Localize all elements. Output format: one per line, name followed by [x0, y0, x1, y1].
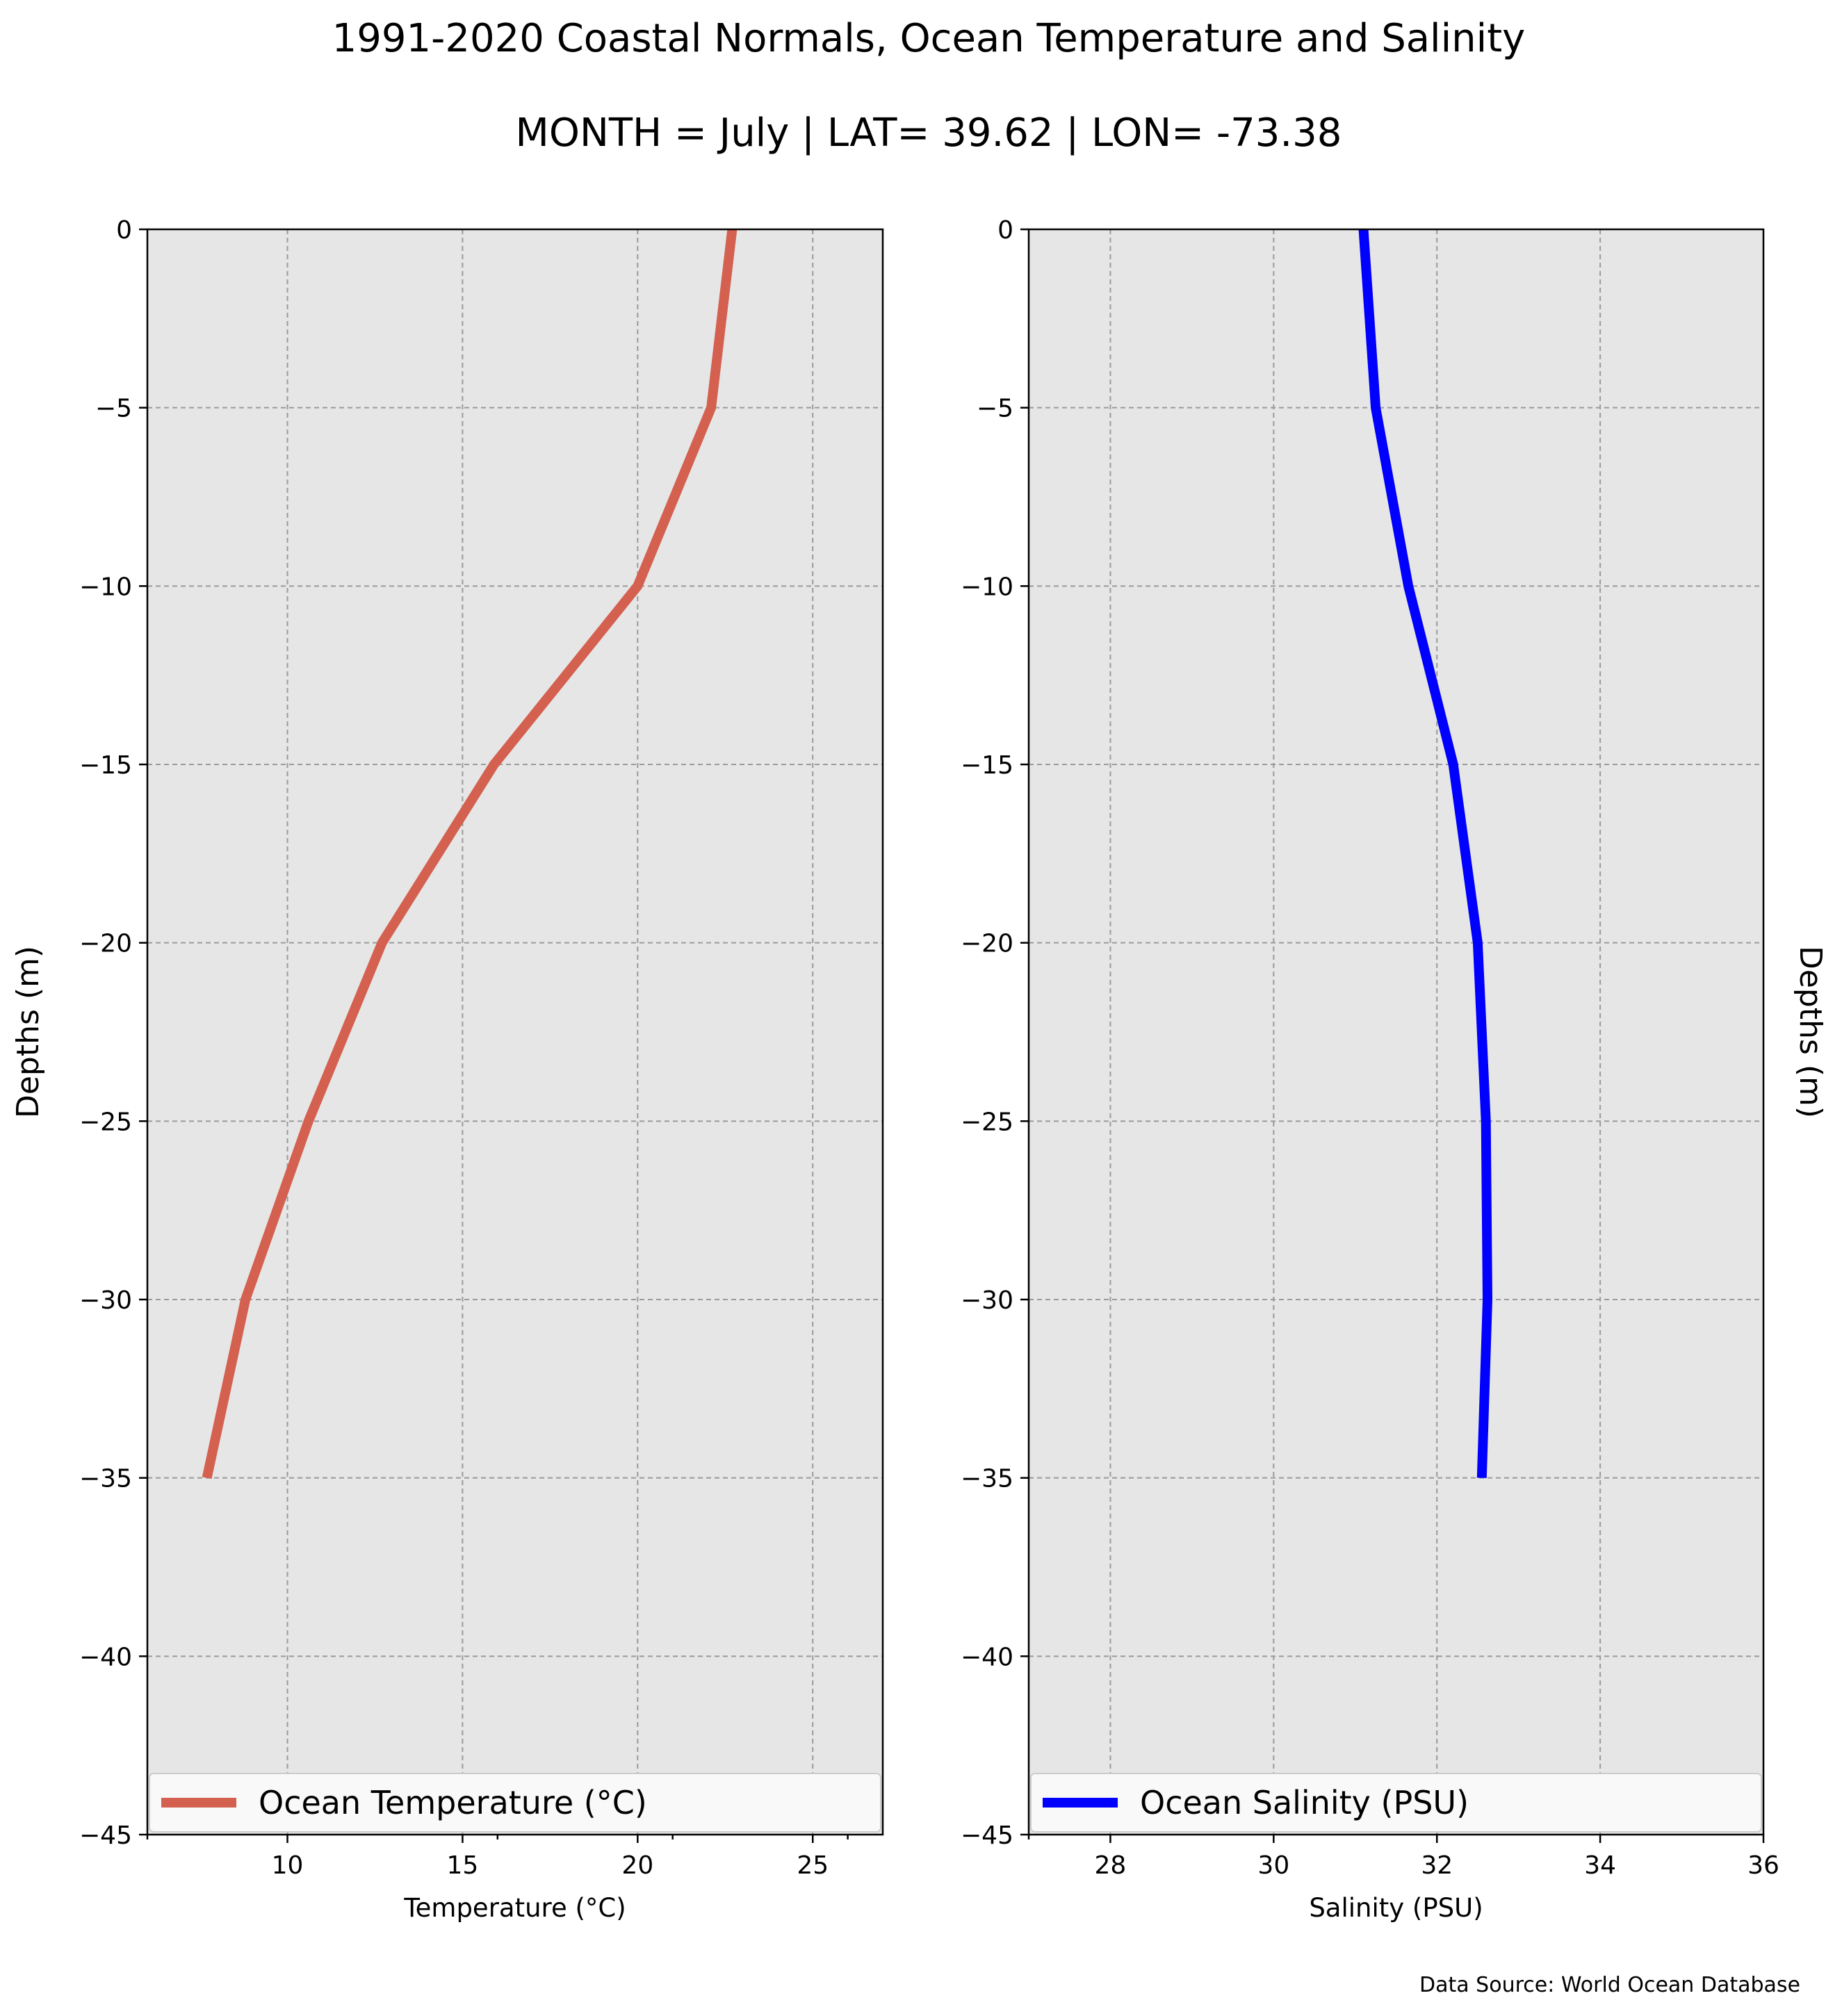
legend-box: [149, 1773, 881, 1833]
y-tick-label: −15: [961, 751, 1013, 780]
x-tick-label: 30: [1257, 1851, 1289, 1880]
x-tick-label: 34: [1584, 1851, 1616, 1880]
salinity-line: [1358, 229, 1493, 1478]
y-tick-label: −40: [79, 1643, 132, 1671]
y-tick-label: −25: [79, 1108, 132, 1136]
x-tick-label: 36: [1747, 1851, 1779, 1880]
y-tick-label: −20: [79, 930, 132, 958]
y-tick-label: −15: [79, 751, 132, 780]
y-tick-label: −40: [961, 1643, 1013, 1671]
y-tick-label: −45: [961, 1821, 1013, 1850]
plot-background: [147, 229, 883, 1835]
legend-box: [1030, 1773, 1762, 1833]
legend-label: Ocean Temperature (°C): [259, 1784, 647, 1821]
x-tick-label: 32: [1421, 1851, 1453, 1880]
y-tick-label: −30: [961, 1286, 1013, 1315]
x-tick-label: 25: [797, 1851, 829, 1880]
legend-label: Ocean Salinity (PSU): [1140, 1784, 1469, 1821]
figure-title: 1991-2020 Coastal Normals, Ocean Tempera…: [332, 16, 1526, 61]
axes-frame: [146, 228, 884, 1836]
y-tick-label: −35: [79, 1465, 132, 1493]
y-tick-label: 0: [116, 216, 132, 245]
y-tick-label: −35: [961, 1465, 1013, 1493]
temperature-panel: 0 −5 −10 −15 −20 −25 −30 −35 −40 −45 10 15 20 25 Tempe…: [10, 216, 884, 1923]
salinity-panel: 0 −5 −10 −15 −20 −25 −30 −35 −40 −45 28 30 32 34 36 Sal…: [961, 216, 1828, 1923]
x-tick-label: 20: [621, 1851, 653, 1880]
x-tick-label: 28: [1095, 1851, 1127, 1880]
legend: Ocean Temperature (°C): [149, 1773, 881, 1833]
y-tick-label: −10: [79, 573, 132, 601]
y-tick-label: −25: [961, 1108, 1013, 1136]
y-tick-label: 0: [997, 216, 1013, 245]
plot-background: [1029, 229, 1763, 1835]
x-tick-label: 10: [272, 1851, 304, 1880]
figure-subtitle: MONTH = July | LAT= 39.62 | LON= -73.38: [516, 110, 1342, 156]
y-tick-label: −30: [79, 1286, 132, 1315]
x-tick-label: 15: [447, 1851, 479, 1880]
y-tick-label: −10: [961, 573, 1013, 601]
y-tick-label: −5: [977, 395, 1013, 423]
x-axis-label: Temperature (°C): [403, 1893, 626, 1923]
y-tick-label: −20: [961, 930, 1013, 958]
y-tick-label: −5: [95, 395, 132, 423]
x-axis-label: Salinity (PSU): [1309, 1893, 1483, 1923]
axes-frame: [1027, 228, 1765, 1836]
y-axis-label: Depths (m): [10, 946, 46, 1118]
temperature-line: [202, 229, 737, 1480]
y-tick-label: −45: [79, 1821, 132, 1850]
legend: Ocean Salinity (PSU): [1030, 1773, 1762, 1833]
data-source-note: Data Source: World Ocean Database: [1419, 1973, 1800, 1997]
y-axis-label: Depths (m): [1793, 946, 1828, 1118]
